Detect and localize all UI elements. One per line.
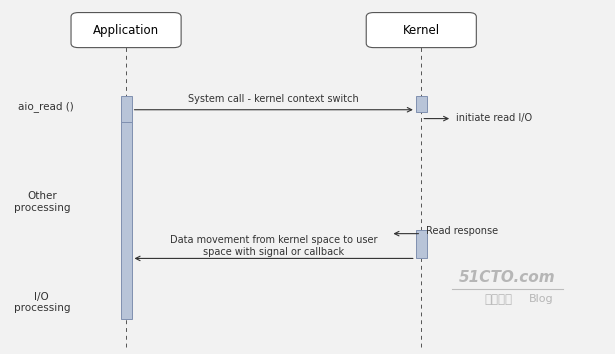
- FancyBboxPatch shape: [71, 12, 181, 47]
- Text: 51CTO.com: 51CTO.com: [459, 270, 556, 285]
- Text: Kernel: Kernel: [403, 24, 440, 36]
- Bar: [416, 230, 427, 258]
- Text: aio_read (): aio_read (): [18, 101, 74, 112]
- Bar: [121, 122, 132, 319]
- Text: I/O
processing: I/O processing: [14, 292, 70, 314]
- Text: Application: Application: [93, 24, 159, 36]
- Text: initiate read I/O: initiate read I/O: [456, 113, 533, 123]
- Text: Other
processing: Other processing: [14, 191, 70, 213]
- Text: 技术博客: 技术博客: [484, 293, 512, 306]
- FancyBboxPatch shape: [367, 12, 476, 47]
- Text: Blog: Blog: [529, 294, 554, 304]
- Text: Read response: Read response: [426, 226, 498, 236]
- Text: Data movement from kernel space to user
space with signal or callback: Data movement from kernel space to user …: [170, 235, 378, 257]
- Bar: [416, 96, 427, 112]
- Text: System call - kernel context switch: System call - kernel context switch: [188, 95, 359, 104]
- Bar: [121, 96, 132, 122]
